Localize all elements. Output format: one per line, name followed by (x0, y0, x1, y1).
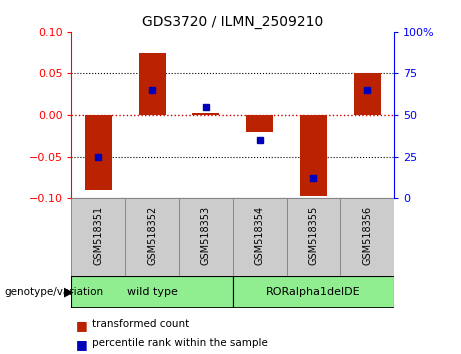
Bar (71, 276, 233, 308)
Text: percentile rank within the sample: percentile rank within the sample (92, 338, 268, 348)
Text: ■: ■ (76, 338, 88, 351)
Text: genotype/variation: genotype/variation (5, 287, 104, 297)
Text: GSM518353: GSM518353 (201, 206, 211, 265)
Text: GSM518356: GSM518356 (362, 206, 372, 265)
Text: GSM518355: GSM518355 (308, 206, 319, 265)
Bar (85, 115, 112, 190)
Bar (139, 53, 165, 115)
Bar (193, 113, 219, 115)
Text: GSM518351: GSM518351 (93, 206, 103, 265)
Text: GSM518352: GSM518352 (147, 206, 157, 265)
Text: wild type: wild type (127, 287, 177, 297)
Bar (71, 198, 125, 276)
Bar (246, 115, 273, 132)
Bar (179, 198, 233, 276)
Bar (300, 115, 327, 196)
Text: RORalpha1delDE: RORalpha1delDE (266, 287, 361, 297)
Bar (233, 276, 394, 308)
Bar (233, 198, 287, 276)
Text: ■: ■ (76, 319, 88, 332)
Text: ▶: ▶ (64, 286, 73, 298)
Bar (125, 198, 179, 276)
Bar (354, 74, 381, 115)
Bar (340, 198, 394, 276)
Title: GDS3720 / ILMN_2509210: GDS3720 / ILMN_2509210 (142, 16, 324, 29)
Text: GSM518354: GSM518354 (254, 206, 265, 265)
Bar (287, 198, 340, 276)
Text: transformed count: transformed count (92, 319, 189, 329)
